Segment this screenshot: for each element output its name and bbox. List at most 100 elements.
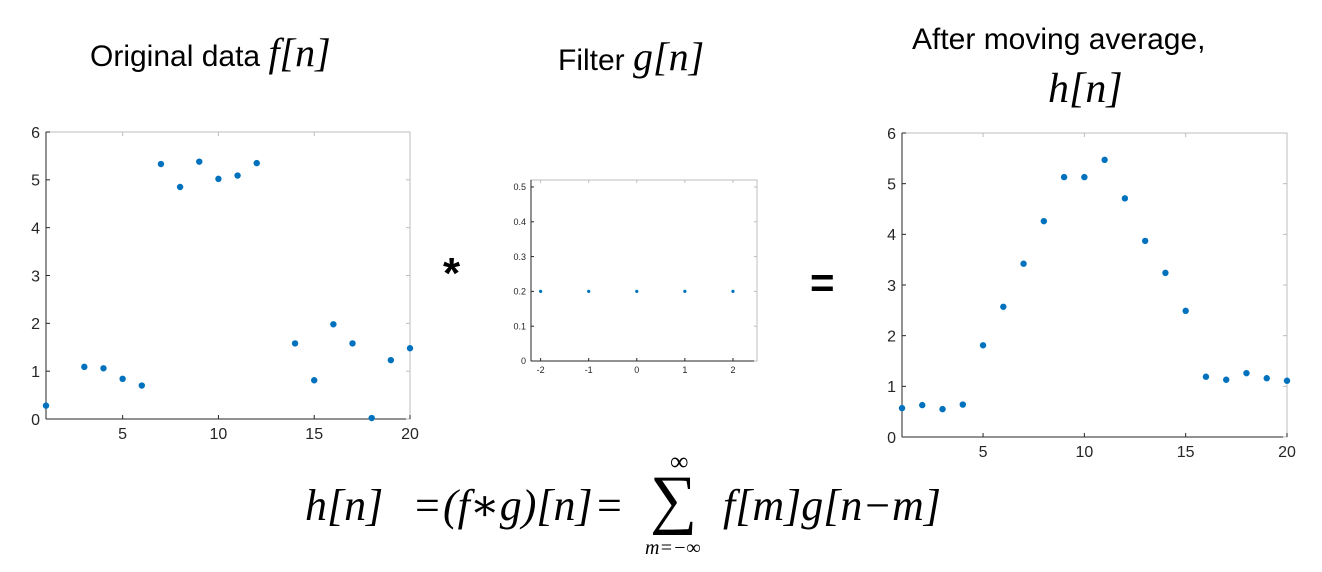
x-tick-label: 20: [401, 426, 419, 443]
data-point: [1101, 156, 1108, 164]
y-tick-label: 6: [31, 125, 40, 142]
x-tick-label: 20: [1278, 444, 1296, 461]
y-tick-label: 2: [887, 328, 896, 345]
data-point: [1223, 376, 1230, 383]
data-point: [919, 401, 926, 409]
y-tick-label: 6: [887, 126, 896, 143]
data-point: [1243, 369, 1250, 377]
data-point: [196, 158, 203, 165]
x-tick-label: 10: [1075, 444, 1093, 461]
formula-upper-limit: ∞: [670, 447, 689, 476]
chart-moving-average: 0 1 2 3 4 5 6 5 10 15 20: [887, 126, 1296, 461]
x-tick-label: 15: [305, 426, 323, 443]
data-point: [587, 289, 591, 293]
y-tick-label: 4: [887, 227, 896, 244]
convolution-operator: *: [443, 249, 461, 298]
y-tick-label: 4: [31, 220, 40, 237]
title-filter-math: g[n]: [633, 34, 705, 79]
title-original-data-math: f[n]: [268, 30, 331, 75]
y-tick-label: 0: [887, 430, 896, 447]
data-point: [939, 405, 946, 413]
data-point: [1202, 373, 1210, 380]
y-tick-label: 0: [31, 412, 40, 429]
formula-convolution: (f∗g)[n]: [443, 481, 593, 530]
y-tick-label: 5: [31, 173, 40, 190]
data-point: [539, 289, 543, 293]
data-point: [176, 183, 184, 191]
data-point: [349, 340, 356, 347]
x-tick-label: 2: [730, 365, 735, 375]
data-point: [138, 382, 145, 389]
formula-lower-limit: m=−∞: [645, 537, 701, 559]
data-point: [1263, 375, 1270, 382]
equals-operator: =: [810, 259, 835, 306]
y-tick-label: 1: [887, 379, 896, 396]
x-tick-label: 10: [210, 426, 228, 443]
x-tick-label: -1: [585, 365, 593, 375]
data-point: [42, 402, 50, 409]
data-point: [253, 159, 260, 167]
data-point: [81, 363, 88, 371]
x-tick-label: 15: [1177, 444, 1195, 461]
data-point: [683, 289, 687, 293]
data-point: [311, 377, 318, 384]
data-point: [157, 160, 165, 168]
chart-original-data: 0 1 2 3 4 5 6 5 10 15 20: [31, 125, 419, 443]
data-point: [291, 340, 299, 347]
data-point: [635, 289, 639, 293]
x-tick-label: 5: [118, 426, 127, 443]
data-point: [215, 175, 222, 183]
data-point: [1060, 173, 1068, 181]
data-point: [330, 321, 337, 328]
formula-sum-symbol: ∑: [650, 463, 698, 536]
y-tick-label: 0.4: [513, 217, 526, 227]
data-point: [234, 172, 241, 179]
data-point: [1020, 260, 1027, 267]
data-point: [100, 365, 107, 372]
data-point: [959, 401, 966, 408]
title-after-moving-average: After moving average,: [912, 20, 1205, 60]
x-tick-label: 5: [979, 444, 988, 461]
y-tick-label: 5: [887, 176, 896, 193]
title-filter: Filter g[n]: [558, 32, 704, 86]
y-tick-label: 0.5: [513, 182, 526, 192]
title-after-moving-average-text: After moving average,: [912, 23, 1206, 56]
title-filter-text: Filter: [558, 44, 633, 77]
y-tick-label: 0.2: [513, 287, 526, 297]
data-point: [406, 345, 414, 352]
data-point: [898, 404, 906, 412]
data-point: [1283, 377, 1291, 384]
data-point: [1081, 173, 1088, 181]
data-point: [368, 414, 375, 422]
data-point: [1121, 195, 1129, 202]
plot-box: [901, 132, 1288, 438]
y-tick-label: 3: [887, 278, 896, 295]
formula-equals-2: =: [597, 481, 622, 530]
convolution-formula: h[n] = (f∗g)[n] = ∞ ∑ m=−∞ f[m]g[n−m]: [305, 447, 1005, 570]
y-tick-label: 0.3: [513, 252, 526, 262]
formula-term: f[m]g[n−m]: [723, 481, 941, 530]
y-tick-label: 2: [31, 316, 40, 333]
data-point: [731, 289, 735, 293]
y-tick-label: 0: [521, 356, 526, 366]
data-point: [1040, 217, 1048, 225]
title-original-data: Original data f[n]: [90, 28, 331, 82]
y-tick-label: 1: [31, 364, 40, 381]
x-tick-label: 1: [682, 365, 687, 375]
title-after-moving-average-math: h[n]: [1048, 66, 1123, 112]
data-point: [1000, 303, 1007, 310]
x-tick-label: -2: [537, 365, 545, 375]
formula-equals-1: =: [415, 481, 440, 530]
data-point: [387, 356, 395, 364]
formula-lhs: h[n]: [305, 481, 384, 530]
data-point: [979, 342, 987, 349]
y-tick-label: 0.1: [513, 321, 526, 331]
plot-box: [530, 179, 758, 362]
plot-box: [45, 131, 411, 420]
data-point: [119, 375, 126, 383]
data-point: [1162, 269, 1169, 277]
x-tick-label: 0: [634, 365, 639, 375]
chart-filter: 0 0.1 0.2 0.3 0.4 0.5 -2 -1 0 1 2: [513, 179, 758, 375]
y-tick-label: 3: [31, 268, 40, 285]
data-point: [1182, 307, 1189, 315]
